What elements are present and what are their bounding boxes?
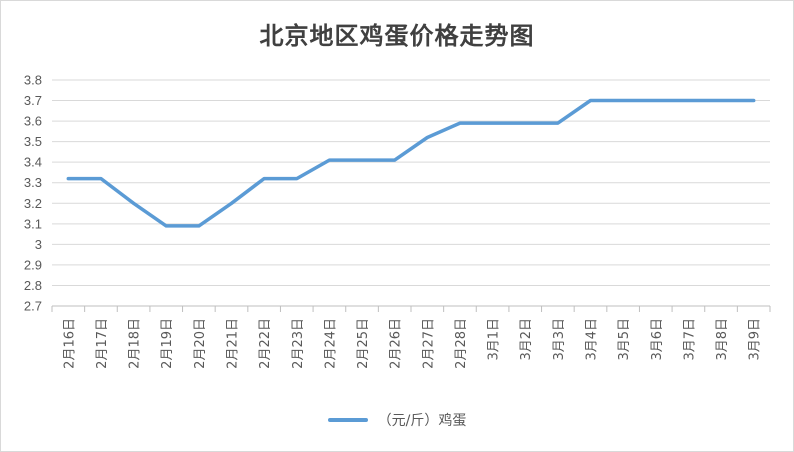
x-tick-label: 2月26日 <box>389 318 404 369</box>
grid-lines <box>52 79 770 307</box>
y-tick-label: 3.6 <box>24 114 42 129</box>
x-tick-label: 2月16日 <box>62 318 77 369</box>
legend-label: （元/斤）鸡蛋 <box>377 413 467 429</box>
x-tick-label: 3月9日 <box>748 318 763 361</box>
y-tick-label: 3.5 <box>24 134 42 149</box>
x-tick-label: 2月20日 <box>193 318 208 369</box>
series-lines <box>66 98 756 228</box>
x-tick-label: 3月8日 <box>715 318 730 361</box>
x-tick-label: 2月23日 <box>291 318 306 369</box>
legend-swatch <box>327 418 368 422</box>
legend: （元/斤）鸡蛋 <box>0 408 794 432</box>
chart-title: 北京地区鸡蛋价格走势图 <box>259 21 535 50</box>
x-tick-label: 2月19日 <box>160 318 175 369</box>
y-tick-label: 3.3 <box>24 175 42 190</box>
y-tick-label: 2.8 <box>24 278 42 293</box>
x-tick-label: 2月22日 <box>258 318 273 369</box>
x-tick-labels: 2月16日 2月17日 2月18日 2月19日 2月20日 2月21日 2月22日 2月23日… <box>62 318 762 369</box>
y-tick-label: 3.4 <box>24 155 42 170</box>
x-tick-label: 2月18日 <box>128 318 143 369</box>
x-tick-label: 3月5日 <box>617 318 632 361</box>
x-tick-label: 2月24日 <box>323 318 338 369</box>
y-tick-label: 3 <box>35 237 42 252</box>
x-tick-label: 3月4日 <box>585 318 600 361</box>
x-tick-label: 2月25日 <box>356 318 371 369</box>
y-tick-label: 3.7 <box>24 93 42 108</box>
y-tick-label: 3.8 <box>24 73 42 88</box>
y-tick-label: 3.2 <box>24 196 42 211</box>
x-tick-label: 3月1日 <box>487 318 502 361</box>
series-line-egg <box>66 98 756 228</box>
x-tick-label: 2月21日 <box>226 318 241 369</box>
x-tick-label: 2月28日 <box>454 318 469 369</box>
x-tick-label: 2月17日 <box>95 318 110 369</box>
x-tick-label: 3月3日 <box>552 318 567 361</box>
x-tick-label: 3月7日 <box>682 318 697 361</box>
y-tick-label: 2.7 <box>24 299 42 314</box>
y-tick-labels: 2.7 2.8 2.9 3 3.1 3.2 3.3 3.4 3.5 3.6 3.7 3.8 <box>24 73 42 314</box>
x-tick-label: 3月2日 <box>519 318 534 361</box>
x-tick-label: 2月27日 <box>421 318 436 369</box>
x-tick-label: 3月6日 <box>650 318 665 361</box>
y-tick-label: 2.9 <box>24 257 42 272</box>
axes <box>51 305 771 312</box>
y-tick-label: 3.1 <box>24 216 42 231</box>
